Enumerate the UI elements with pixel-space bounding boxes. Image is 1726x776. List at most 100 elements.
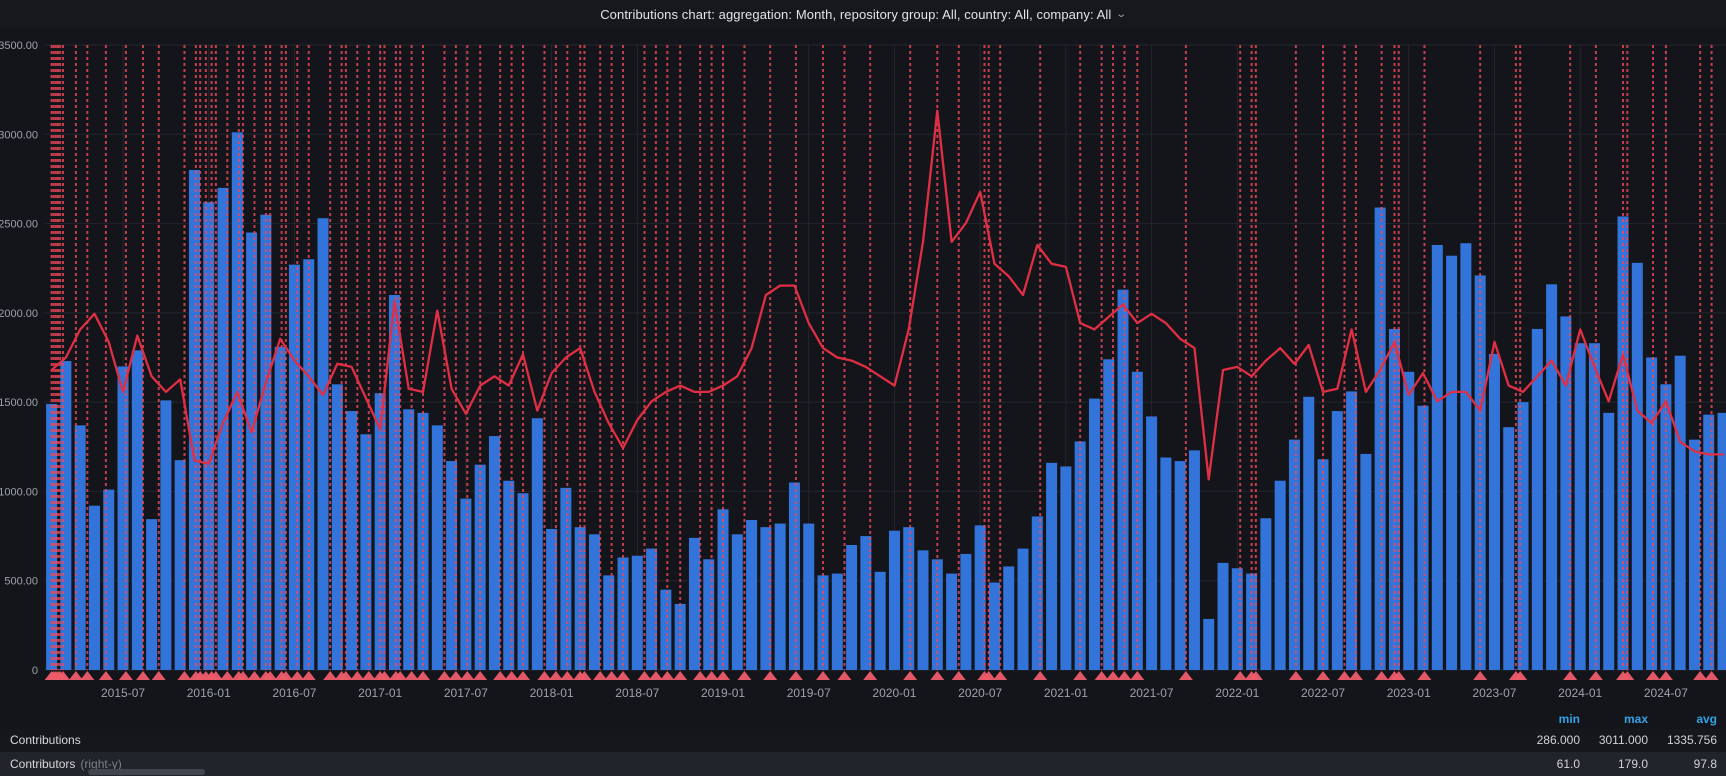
annotation-marker-icon[interactable] [473,671,488,680]
annotation-marker-icon[interactable] [560,671,575,680]
annotation-marker-icon[interactable] [118,671,133,680]
bar-2024-02[interactable] [1588,343,1600,670]
bar-2016-06[interactable] [274,346,286,670]
bar-2023-08[interactable] [1503,427,1515,670]
bar-2022-11[interactable] [1374,207,1386,671]
annotation-marker-icon[interactable] [493,671,508,680]
bar-2015-05[interactable] [88,505,100,670]
annotation-marker-icon[interactable] [737,671,752,680]
annotation-marker-icon[interactable] [393,671,408,680]
bar-2022-10[interactable] [1360,453,1372,670]
bar-2023-12[interactable] [1560,316,1572,670]
bar-2021-09[interactable] [1174,461,1186,670]
bar-2020-09[interactable] [1003,566,1015,670]
annotation-marker-icon[interactable] [1588,671,1603,680]
bar-2021-11[interactable] [1203,618,1215,670]
bar-2018-01[interactable] [546,528,558,670]
bar-2015-09[interactable] [146,519,158,670]
annotation-marker-icon[interactable] [516,671,531,680]
annotation-marker-icon[interactable] [1337,671,1352,680]
bar-2016-01[interactable] [203,202,215,670]
bar-2015-04[interactable] [74,425,86,670]
bar-2024-08[interactable] [1674,355,1686,670]
bar-2019-07[interactable] [803,523,815,670]
annotation-marker-icon[interactable] [1233,671,1248,680]
bar-2019-02[interactable] [731,534,743,670]
bar-2018-07[interactable] [631,555,643,670]
annotation-marker-icon[interactable] [673,671,688,680]
annotation-marker-icon[interactable] [377,671,392,680]
bar-2017-07[interactable] [460,498,472,670]
annotation-marker-icon[interactable] [951,671,966,680]
annotation-marker-icon[interactable] [247,671,262,680]
bar-2022-12[interactable] [1388,328,1400,670]
bar-2021-03[interactable] [1088,398,1100,670]
annotation-marker-icon[interactable] [1178,671,1193,680]
bar-2022-08[interactable] [1331,411,1343,670]
annotation-marker-icon[interactable] [338,671,353,680]
annotation-marker-icon[interactable] [1704,671,1719,680]
bar-2019-09[interactable] [831,573,843,670]
bar-2023-02[interactable] [1417,405,1429,670]
bar-2017-04[interactable] [417,412,429,670]
legend-header-max[interactable]: max [1623,712,1648,726]
annotation-marker-icon[interactable] [1646,671,1661,680]
bar-2020-06[interactable] [960,553,972,670]
bar-2016-02[interactable] [217,187,229,670]
series-label-contributions[interactable]: Contributions [10,733,81,747]
annotation-marker-icon[interactable] [930,671,945,680]
bar-2020-08[interactable] [988,582,1000,671]
annotation-marker-icon[interactable] [460,671,475,680]
annotation-marker-icon[interactable] [1473,671,1488,680]
annotation-marker-icon[interactable] [693,671,708,680]
annotation-marker-icon[interactable] [278,671,293,680]
annotation-marker-icon[interactable] [1348,671,1363,680]
bar-2018-10[interactable] [674,603,686,670]
bar-2017-10[interactable] [503,480,515,670]
bar-2019-06[interactable] [788,482,800,671]
annotation-marker-icon[interactable] [1563,671,1578,680]
bar-2015-12[interactable] [188,170,200,670]
annotation-marker-icon[interactable] [504,671,519,680]
bar-2019-11[interactable] [860,536,872,670]
bar-2024-03[interactable] [1603,412,1615,670]
bar-2018-04[interactable] [588,534,600,670]
bar-2023-05[interactable] [1460,243,1472,670]
bar-2018-05[interactable] [603,575,615,670]
annotation-marker-icon[interactable] [1658,671,1673,680]
bar-2016-11[interactable] [346,411,358,670]
bar-2022-07[interactable] [1317,459,1329,670]
page-title[interactable]: Contributions chart: aggregation: Month,… [600,6,1112,22]
bar-2019-01[interactable] [717,509,729,670]
annotation-marker-icon[interactable] [236,671,251,680]
bar-2016-07[interactable] [288,264,300,670]
bar-2020-11[interactable] [1031,516,1043,670]
annotation-marker-icon[interactable] [704,671,719,680]
bar-2019-05[interactable] [774,523,786,670]
bar-2023-07[interactable] [1488,353,1500,670]
bar-2020-10[interactable] [1017,548,1029,670]
annotation-marker-icon[interactable] [1391,671,1406,680]
annotation-marker-icon[interactable] [350,671,365,680]
series-label-contributors[interactable]: Contributors (right-y) [10,752,122,776]
bar-2015-11[interactable] [174,460,186,670]
bar-2016-04[interactable] [246,232,258,671]
bar-2024-10[interactable] [1703,414,1715,670]
annotation-marker-icon[interactable] [220,671,235,680]
annotation-markers[interactable] [44,671,1719,680]
bar-2022-04[interactable] [1274,480,1286,670]
bar-2021-05[interactable] [1117,289,1129,670]
bar-2020-12[interactable] [1046,462,1058,670]
annotation-marker-icon[interactable] [416,671,431,680]
bar-2023-09[interactable] [1517,402,1529,670]
annotation-marker-icon[interactable] [437,671,452,680]
bar-2020-03[interactable] [917,550,929,670]
annotation-marker-icon[interactable] [448,671,463,680]
annotation-marker-icon[interactable] [404,671,419,680]
annotation-marker-icon[interactable] [981,671,996,680]
bar-2021-01[interactable] [1060,466,1072,670]
bar-2018-08[interactable] [646,548,658,670]
bar-2018-02[interactable] [560,487,572,670]
bar-2016-12[interactable] [360,434,372,670]
line-series-contributors[interactable] [50,109,1725,481]
